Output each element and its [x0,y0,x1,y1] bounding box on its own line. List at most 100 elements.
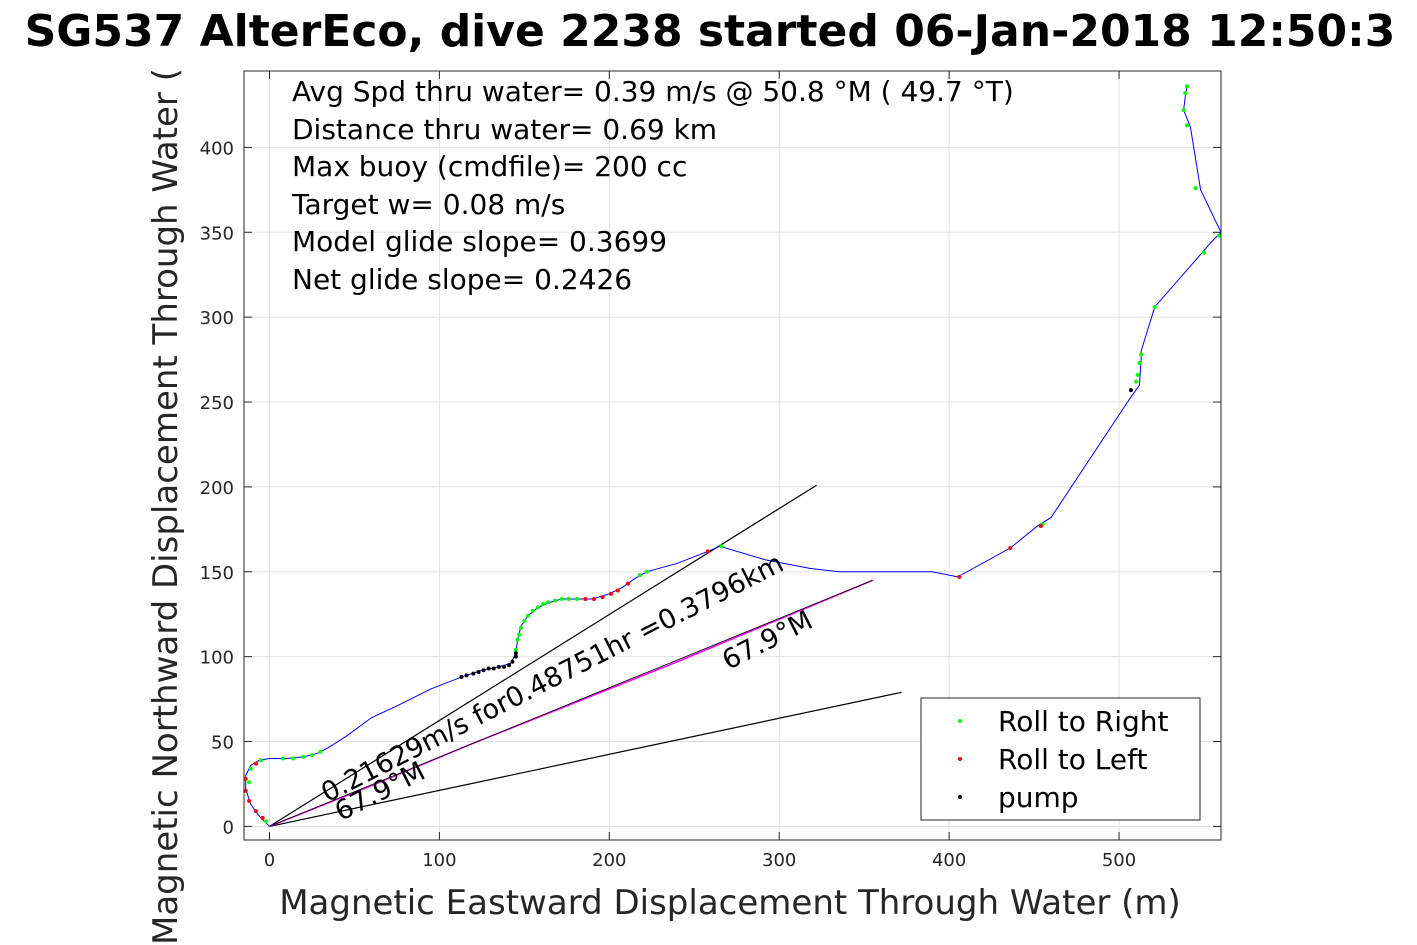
marker-right [291,756,296,761]
legend-label-pump: pump [998,781,1079,814]
marker-pump [501,664,506,669]
marker-right [1185,84,1190,89]
marker-right [247,780,252,785]
marker-right [513,647,518,652]
legend: Roll to Right Roll to Left pump [920,697,1201,821]
marker-right [517,632,522,637]
marker-pump [513,651,518,656]
current-vector-line [269,579,873,827]
legend-marker-pump [958,795,962,799]
marker-left [244,788,248,793]
marker-right [1135,372,1140,377]
plot-area [243,70,1222,841]
marker-left [705,549,710,554]
marker-right [644,569,649,574]
marker-pump [476,669,481,674]
marker-pump [513,654,518,659]
marker-right [1217,233,1221,238]
marker-right [719,544,724,549]
x-axis-label: Magnetic Eastward Displacement Through W… [279,883,1181,923]
info-line: Net glide slope= 0.2426 [292,263,632,296]
marker-left [244,776,248,781]
y-tick-label: 250 [200,393,234,414]
marker-left [592,596,597,601]
track-markers [244,84,1221,824]
marker-pump [496,664,501,669]
marker-left [626,581,631,586]
y-tick-label: 0 [223,817,234,838]
marker-left [583,596,588,601]
marker-right [546,600,551,605]
x-tick-label: 400 [932,850,966,871]
marker-right [1202,250,1207,255]
marker-right [1185,123,1190,128]
marker-left [1008,546,1013,551]
axis-ticks [244,71,1221,840]
marker-pump [464,673,469,678]
marker-right [525,613,530,618]
marker-left [600,595,605,600]
marker-right [258,758,263,763]
marker-right [1183,91,1188,96]
info-line: Distance thru water= 0.69 km [292,113,717,146]
current-line [269,579,873,828]
y-tick-label: 350 [200,223,234,244]
marker-left [615,588,620,593]
y-tick-label: 150 [200,563,234,584]
glide-guide-line [269,691,902,828]
x-tick-label: 0 [264,850,275,871]
marker-right [1139,352,1144,357]
x-tick-label: 300 [762,850,796,871]
info-line: Max buoy (cmdfile)= 200 cc [292,150,687,183]
info-text: Avg Spd thru water= 0.39 m/s @ 50.8 °M (… [291,75,1014,296]
marker-right [637,573,642,578]
marker-right [541,602,546,607]
marker-left [247,798,252,803]
glide-guide-line [269,484,817,827]
marker-left [957,574,962,579]
legend-marker-right [958,719,962,723]
marker-right [530,608,535,613]
chart-title: SG537 AlterEco, dive 2238 started 06-Jan… [25,6,1396,57]
guide-lines [269,484,902,828]
marker-right [318,749,323,754]
marker-left [253,761,258,766]
y-tick-label: 100 [200,648,234,669]
marker-right [518,625,523,630]
marker-right [1134,379,1139,384]
marker-right [575,596,580,601]
plot-frame [243,70,1222,841]
marker-pump [471,671,476,676]
info-line: Target w= 0.08 m/s [291,188,565,221]
marker-right [1137,360,1142,365]
marker-left [1038,523,1043,528]
marker-pump [459,675,464,680]
x-tick-label: 200 [592,850,626,871]
info-line: Avg Spd thru water= 0.39 m/s @ 50.8 °M (… [292,75,1014,108]
marker-right [1193,186,1198,191]
marker-pump [481,668,486,673]
marker-pump [1128,388,1133,393]
y-tick-label: 300 [200,308,234,329]
legend-label-right: Roll to Right [998,705,1169,738]
y-tick-label: 50 [211,733,234,754]
marker-right [301,754,306,759]
marker-left [260,815,265,820]
marker-pump [486,666,491,671]
marker-right [309,753,314,758]
marker-right [552,598,557,603]
marker-right [522,619,527,624]
marker-right [264,819,269,824]
legend-box [920,697,1201,821]
marker-right [559,596,564,601]
marker-right [281,756,286,761]
marker-right [1181,108,1186,113]
marker-right [535,605,540,610]
marker-right [566,596,571,601]
y-tick-label: 400 [200,138,234,159]
marker-right [1152,304,1157,309]
info-line: Model glide slope= 0.3699 [292,225,667,258]
marker-left [253,809,258,814]
grid-lines [244,71,1221,840]
